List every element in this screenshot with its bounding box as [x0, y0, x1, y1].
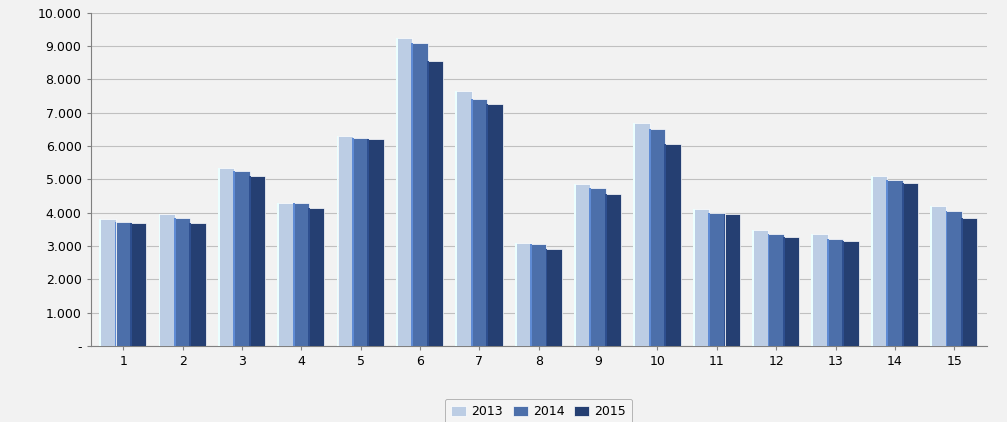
Bar — [278, 203, 294, 346]
Bar — [531, 244, 547, 346]
Bar — [234, 171, 236, 346]
Bar — [250, 176, 265, 346]
Bar — [694, 209, 709, 346]
Bar — [158, 214, 160, 346]
Bar — [547, 249, 562, 346]
Bar — [470, 99, 472, 346]
Bar — [412, 43, 428, 346]
Bar — [189, 223, 191, 346]
Bar — [606, 195, 621, 346]
Bar — [752, 230, 754, 346]
Bar — [724, 214, 740, 346]
Bar — [590, 188, 606, 346]
Bar — [574, 184, 576, 346]
Bar — [235, 171, 250, 346]
Bar — [962, 218, 978, 346]
Bar — [649, 129, 651, 346]
Bar — [159, 214, 175, 346]
Bar — [724, 214, 725, 346]
Bar — [353, 138, 369, 346]
Bar — [872, 176, 887, 346]
Bar — [827, 239, 829, 346]
Bar — [546, 249, 548, 346]
Bar — [308, 208, 310, 346]
Bar — [456, 91, 471, 346]
Bar — [486, 104, 488, 346]
Bar — [277, 203, 279, 346]
Bar — [219, 168, 235, 346]
Bar — [294, 203, 309, 346]
Bar — [634, 123, 650, 346]
Bar — [813, 234, 828, 346]
Bar — [218, 168, 220, 346]
Bar — [753, 230, 768, 346]
Bar — [767, 234, 769, 346]
Bar — [336, 136, 338, 346]
Bar — [575, 184, 590, 346]
Bar — [650, 129, 666, 346]
Bar — [116, 222, 131, 346]
Bar — [115, 222, 117, 346]
Bar — [843, 241, 859, 346]
Bar — [887, 180, 902, 346]
Bar — [665, 144, 666, 346]
Bar — [337, 136, 353, 346]
Bar — [516, 243, 531, 346]
Bar — [961, 218, 963, 346]
Bar — [455, 91, 457, 346]
Bar — [174, 218, 176, 346]
Bar — [100, 219, 101, 346]
Bar — [427, 61, 429, 346]
Bar — [309, 208, 324, 346]
Bar — [530, 244, 532, 346]
Bar — [693, 209, 695, 346]
Bar — [515, 243, 517, 346]
Bar — [190, 223, 205, 346]
Bar — [768, 234, 783, 346]
Bar — [487, 104, 502, 346]
Bar — [708, 214, 710, 346]
Bar — [369, 139, 384, 346]
Bar — [812, 234, 814, 346]
Bar — [871, 176, 873, 346]
Bar — [249, 176, 251, 346]
Bar — [471, 99, 487, 346]
Bar — [428, 61, 443, 346]
Bar — [709, 214, 724, 346]
Bar — [131, 223, 146, 346]
Bar — [946, 211, 948, 346]
Bar — [397, 38, 412, 346]
Bar — [368, 139, 370, 346]
Bar — [930, 206, 932, 346]
Bar — [396, 38, 398, 346]
Bar — [902, 183, 918, 346]
Bar — [589, 188, 591, 346]
Bar — [947, 211, 962, 346]
Bar — [828, 239, 843, 346]
Bar — [783, 237, 800, 346]
Bar — [886, 180, 888, 346]
Bar — [931, 206, 947, 346]
Bar — [175, 218, 190, 346]
Bar — [842, 241, 844, 346]
Bar — [901, 183, 903, 346]
Bar — [633, 123, 635, 346]
Bar — [352, 138, 353, 346]
Bar — [605, 195, 607, 346]
Bar — [293, 203, 294, 346]
Legend: 2013, 2014, 2015: 2013, 2014, 2015 — [445, 399, 632, 422]
Bar — [783, 237, 784, 346]
Bar — [412, 43, 413, 346]
Bar — [100, 219, 116, 346]
Bar — [130, 223, 132, 346]
Bar — [666, 144, 681, 346]
